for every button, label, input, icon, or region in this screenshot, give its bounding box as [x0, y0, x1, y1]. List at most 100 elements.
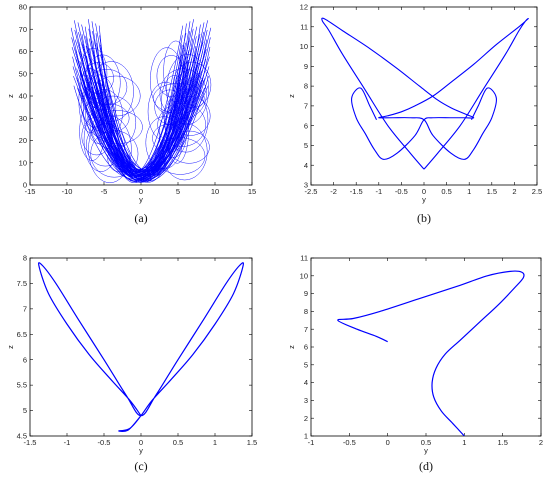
panel-c: -1.5 -1 -0.5 0 0.5 1 1.5 4.5 5 5.5 6 6.5 7 7.5 8 y z (c)	[6, 254, 257, 473]
orbit-loop	[152, 124, 185, 153]
orbit-loop	[161, 123, 208, 181]
y-tick-label: 10	[19, 158, 27, 167]
y-tick-label: 6	[23, 355, 27, 364]
x-axis-label: y	[139, 446, 143, 455]
y-tick-label: 50	[19, 69, 27, 78]
orbit-line	[79, 60, 203, 172]
x-tick-label: -10	[62, 187, 73, 196]
orbit-loop	[107, 144, 131, 172]
x-tick-label: -15	[25, 187, 36, 196]
y-tick-label: 3	[304, 181, 308, 190]
orbit-loop	[79, 102, 105, 161]
orbit-loop	[172, 61, 212, 108]
y-tick-label: 11	[300, 254, 308, 263]
y-tick-label: 6.5	[17, 330, 27, 339]
y-tick-label: 60	[19, 47, 27, 56]
orbit-loop	[90, 130, 139, 178]
series-line	[38, 262, 244, 433]
y-tick-label: 80	[19, 3, 27, 12]
x-tick-label: 15	[248, 187, 256, 196]
orbit-line	[71, 47, 211, 182]
orbit-loop	[85, 89, 123, 139]
x-tick-label: -2	[330, 187, 337, 196]
orbit-line	[72, 56, 210, 181]
panel-d: -1 -0.5 0 0.5 1 1.5 2 1 2 3 4 5 6 7 8 9 10 11 y z (d)	[287, 254, 543, 473]
x-tick-label: 0	[386, 438, 390, 447]
orbit-line	[94, 79, 188, 180]
y-tick-label: 4	[304, 378, 308, 387]
orbit-loop	[89, 95, 137, 150]
panel-b: -2.5 -2 -1.5 -1 -0.5 0 0.5 1 1.5 2 2.5 3 4 5 6 7 8 9 10 11 1…	[287, 3, 542, 225]
y-tick-label: 3	[304, 396, 308, 405]
orbit-loop	[152, 82, 205, 114]
plot-frame	[310, 6, 538, 186]
x-tick-label: 1	[467, 187, 471, 196]
x-tick-label: 2.5	[532, 187, 542, 196]
orbit-loop	[83, 74, 117, 145]
x-tick-label: -1.5	[24, 438, 37, 447]
orbit-loop	[163, 40, 189, 103]
y-tick-label: 1	[304, 432, 308, 441]
orbit-loop	[165, 95, 189, 164]
y-tick-label: 20	[19, 136, 27, 145]
x-tick-label: -1	[64, 438, 71, 447]
orbit-loop	[147, 81, 184, 142]
y-tick-label: 6	[304, 343, 308, 352]
plot-frame	[310, 257, 542, 437]
orbit-loop	[157, 103, 206, 147]
plot-area	[38, 262, 244, 433]
x-tick-label: 2	[512, 187, 516, 196]
plot-area	[321, 17, 529, 170]
y-tick-label: 5.5	[17, 381, 27, 390]
y-tick-label: 70	[19, 25, 27, 34]
orbit-loop	[87, 103, 130, 133]
series-line	[337, 270, 525, 436]
orbit-loop	[80, 47, 108, 100]
panel-caption: (d)	[419, 459, 433, 473]
series-line	[321, 17, 475, 170]
y-tick-label: 10	[300, 271, 308, 280]
y-tick-label: 11	[300, 22, 308, 31]
x-tick-label: 0.5	[173, 438, 183, 447]
panel-caption: (c)	[134, 459, 147, 473]
x-tick-label: 1.5	[497, 438, 507, 447]
y-tick-label: 4.5	[17, 432, 27, 441]
orbit-loop	[145, 116, 183, 170]
y-tick-label: 5	[23, 406, 27, 415]
y-tick-label: 7	[304, 325, 308, 334]
orbit-loop	[78, 67, 103, 133]
x-tick-label: 0	[139, 187, 143, 196]
orbit-loop	[170, 96, 211, 136]
y-tick-label: 9	[304, 62, 308, 71]
y-tick-label: 5	[304, 360, 308, 369]
y-tick-label: 12	[300, 3, 308, 12]
x-tick-label: -5	[101, 187, 108, 196]
y-axis-label: z	[6, 94, 15, 98]
y-tick-label: 7.5	[17, 279, 27, 288]
x-tick-label: 0.5	[441, 187, 451, 196]
y-tick-label: 5	[304, 141, 308, 150]
x-tick-label: 1	[213, 438, 217, 447]
x-tick-label: 10	[211, 187, 219, 196]
x-tick-label: 0	[139, 438, 143, 447]
x-tick-label: 1.5	[247, 438, 257, 447]
y-axis-label: z	[287, 94, 296, 98]
orbit-loop	[88, 115, 132, 184]
orbit-loop	[86, 123, 125, 167]
panel-caption: (b)	[417, 211, 431, 225]
x-tick-label: -0.5	[98, 438, 111, 447]
orbit-loop	[156, 55, 186, 97]
y-tick-label: 7	[23, 304, 27, 313]
y-tick-label: 8	[304, 82, 308, 91]
x-axis-label: y	[424, 446, 428, 455]
x-tick-label: -1	[308, 438, 315, 447]
y-tick-label: 30	[19, 114, 27, 123]
x-tick-label: -2.5	[305, 187, 318, 196]
orbit-loop	[150, 47, 184, 114]
x-tick-label: 0	[422, 187, 426, 196]
y-tick-label: 4	[304, 161, 308, 170]
x-tick-label: -1.5	[350, 187, 363, 196]
plot-area	[337, 270, 525, 436]
orbit-loop	[82, 62, 114, 95]
